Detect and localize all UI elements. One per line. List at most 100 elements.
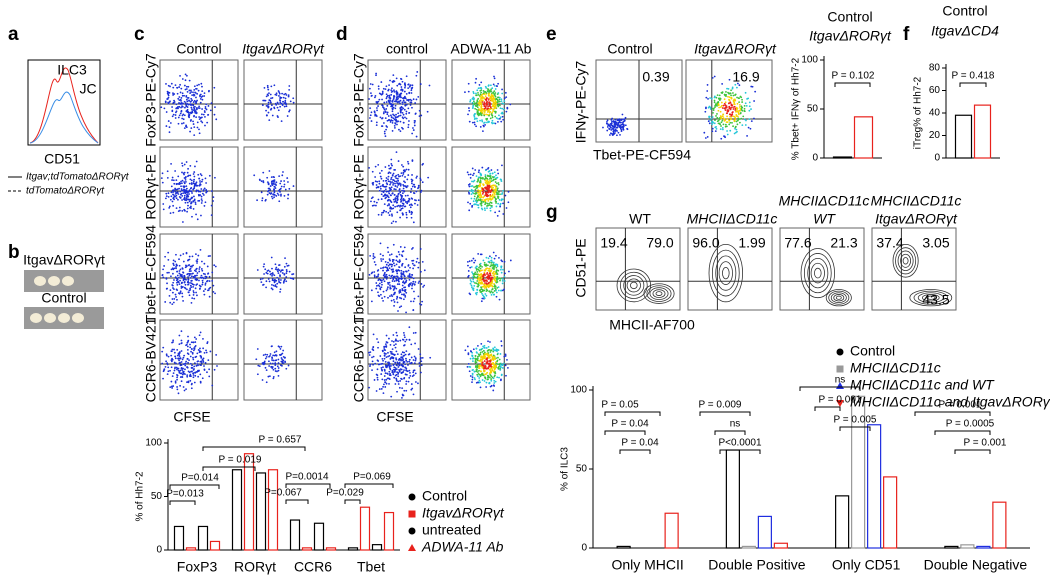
event-dot (214, 176, 216, 179)
event-dot (166, 362, 169, 365)
event-dot (479, 190, 482, 193)
event-dot (408, 91, 411, 94)
bar (835, 495, 850, 549)
flow-frame (243, 233, 323, 315)
event-dot (733, 98, 735, 101)
event-dot (476, 352, 478, 354)
label: CD51-PE (573, 238, 589, 297)
event-dot (172, 113, 175, 116)
event-dot (483, 97, 486, 100)
event-dot (732, 115, 735, 118)
event-dot (491, 111, 494, 114)
event-dot (397, 97, 400, 99)
event-dot (483, 344, 486, 347)
event-dot (195, 213, 197, 216)
event-dot (273, 190, 276, 192)
event-dot (494, 181, 497, 183)
label: CD51 (44, 151, 80, 167)
event-dot (200, 214, 202, 217)
event-dot (371, 360, 374, 363)
event-dot (484, 169, 487, 172)
event-dot (391, 121, 394, 124)
event-dot (405, 383, 408, 385)
event-dot (490, 363, 493, 366)
event-dot (265, 109, 267, 112)
event-dot (391, 87, 393, 90)
event-dot (494, 285, 497, 288)
event-dot (279, 105, 282, 108)
event-dot (619, 133, 621, 136)
event-dot (498, 376, 500, 379)
bar (209, 540, 221, 551)
event-dot (389, 183, 391, 186)
event-dot (417, 184, 420, 187)
event-dot (472, 289, 475, 292)
event-dot (476, 366, 479, 369)
event-dot (495, 362, 498, 365)
event-dot (171, 291, 174, 294)
event-dot (179, 384, 182, 387)
event-dot (500, 289, 502, 292)
p-value: P=0.069 (353, 472, 391, 483)
event-dot (200, 360, 203, 363)
event-dot (736, 130, 738, 133)
event-dot (191, 297, 194, 300)
event-dot (489, 354, 492, 356)
event-dot (484, 373, 487, 376)
event-dot (711, 130, 714, 133)
event-dot (410, 213, 413, 216)
event-dot (178, 270, 181, 272)
event-dot (191, 110, 194, 113)
label: 1.99 (738, 235, 765, 251)
event-dot (476, 278, 479, 281)
event-dot (501, 88, 503, 91)
event-dot (201, 85, 203, 88)
event-dot (376, 107, 378, 109)
event-dot (487, 105, 489, 108)
event-dot (495, 205, 498, 208)
event-dot (487, 356, 490, 359)
event-dot (190, 265, 193, 268)
event-dot (285, 262, 288, 265)
event-dot (496, 359, 499, 362)
event-dot (270, 97, 272, 100)
event-dot (606, 120, 608, 123)
event-dot (380, 281, 383, 284)
event-dot (189, 103, 192, 106)
event-dot (268, 170, 271, 172)
event-dot (494, 200, 497, 202)
event-dot (481, 379, 484, 381)
event-dot (481, 366, 484, 368)
event-dot (727, 109, 730, 112)
event-dot (201, 116, 203, 119)
event-dot (195, 260, 198, 262)
event-dot (417, 348, 420, 350)
event-dot (608, 128, 611, 130)
event-dot (386, 126, 389, 128)
event-dot (379, 242, 382, 245)
event-dot (464, 349, 467, 352)
event-dot (483, 279, 485, 282)
event-dot (198, 334, 201, 337)
event-dot (388, 267, 391, 270)
event-dot (402, 361, 405, 363)
event-dot (373, 256, 376, 259)
event-dot (501, 92, 504, 95)
event-dot (269, 375, 271, 378)
event-dot (389, 210, 392, 213)
event-dot (400, 86, 403, 88)
event-dot (188, 274, 191, 277)
event-dot (401, 189, 403, 192)
event-dot (288, 85, 291, 87)
bar (960, 544, 975, 549)
event-dot (386, 266, 388, 269)
event-dot (728, 106, 731, 109)
event-dot (613, 121, 616, 124)
event-dot (506, 106, 509, 109)
event-dot (186, 375, 189, 378)
event-dot (386, 246, 389, 249)
event-dot (392, 340, 395, 343)
event-dot (392, 356, 395, 359)
event-dot (370, 272, 373, 275)
event-dot (489, 265, 492, 268)
